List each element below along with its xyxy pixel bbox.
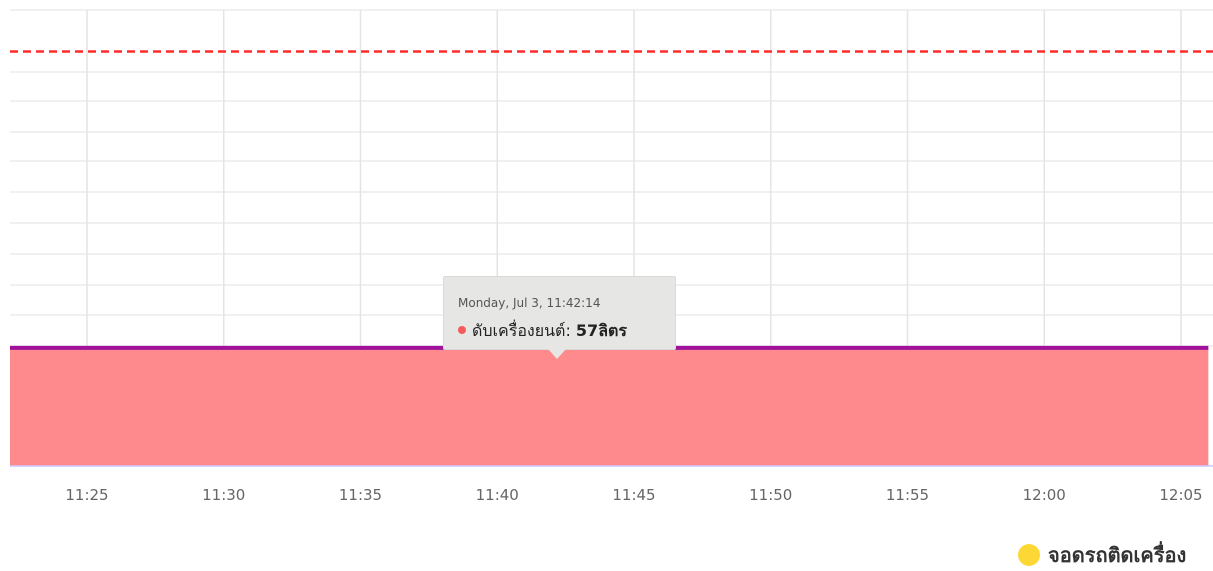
tooltip-row: ดับเครื่องยนต์: 57ลิตร	[458, 319, 627, 344]
x-tick-label: 12:05	[1159, 486, 1202, 504]
x-tick-label: 11:25	[65, 486, 108, 504]
x-tick-label: 11:55	[886, 486, 929, 504]
tooltip-series-dot	[458, 325, 466, 334]
x-tick-label: 11:40	[476, 486, 519, 504]
x-axis-tick-labels: 11:25 11:30 11:35 11:40 11:45 11:50 11:55 12:00…	[65, 486, 1202, 504]
chart-tooltip: Monday, Jul 3, 11:42:14 ดับเครื่องยนต์: …	[443, 276, 676, 350]
tooltip-series-label: ดับเครื่องยนต์:	[472, 321, 571, 340]
tooltip-value: 57ลิตร	[575, 321, 627, 340]
series-area	[10, 347, 1209, 466]
legend-marker-icon	[1018, 544, 1040, 566]
tooltip-date: Monday, Jul 3, 11:42:14	[458, 296, 601, 310]
x-tick-label: 11:35	[339, 486, 382, 504]
legend-item-label[interactable]: จอดรถติดเครื่อง	[1048, 543, 1187, 567]
x-tick-label: 11:45	[612, 486, 655, 504]
tooltip-arrow	[548, 349, 566, 359]
x-tick-label: 11:50	[749, 486, 792, 504]
chart-legend[interactable]: จอดรถติดเครื่อง	[1018, 539, 1186, 571]
x-tick-label: 11:30	[202, 486, 245, 504]
x-tick-label: 12:00	[1023, 486, 1066, 504]
series-layer	[10, 345, 1213, 467]
